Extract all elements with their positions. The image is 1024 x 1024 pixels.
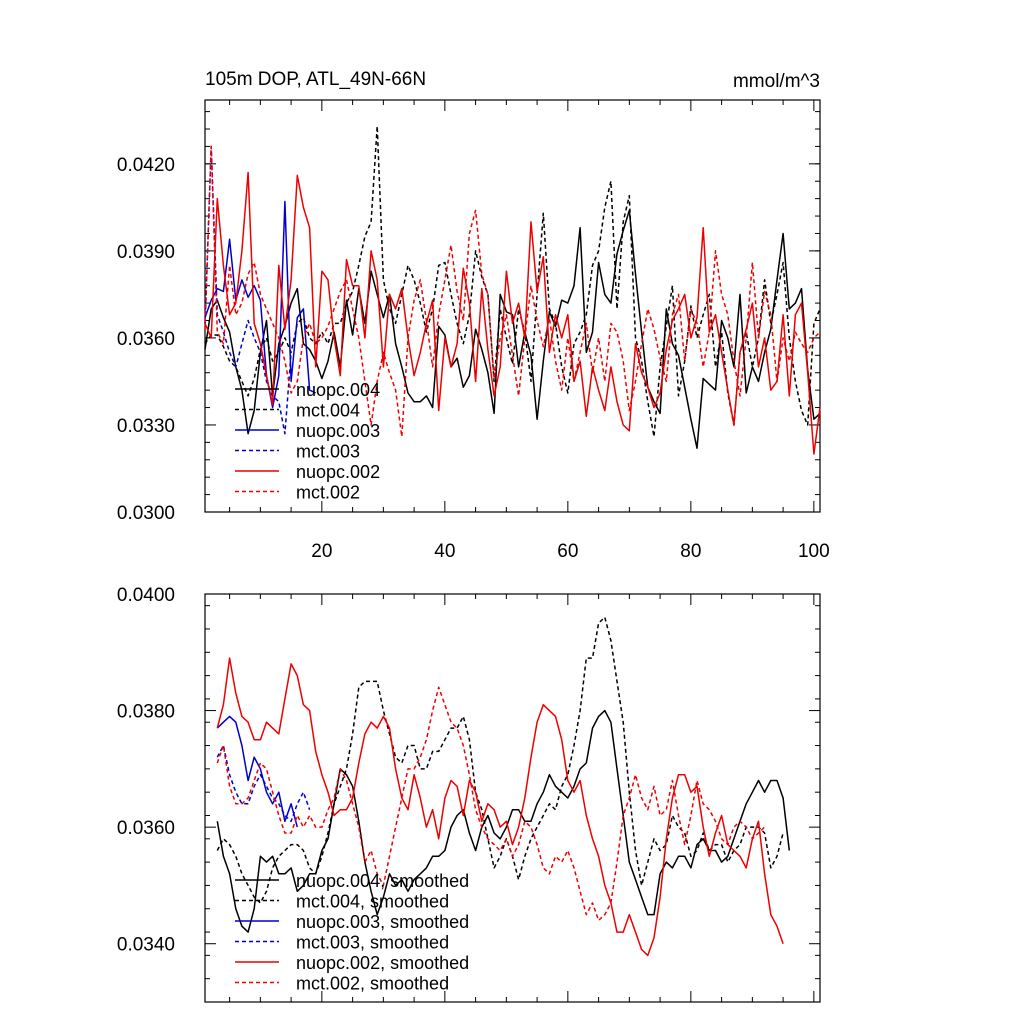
y-tick-label: 0.0390 [117,242,175,263]
legend-label: mct.004 [296,401,360,421]
legend-label: nuopc.003, smoothed [296,912,469,932]
y-tick-label: 0.0400 [117,585,175,606]
top-panel: 105m DOP, ATL_49N-66N mmol/m^3 20 40 60 80 1… [117,69,830,562]
y-tick-label: 0.0330 [117,416,175,437]
series-line-nuopc-003-smoothed [216,715,299,828]
x-tick-label: 60 [557,541,578,562]
series-line-mct-003-smoothed [216,744,311,823]
legend-label: nuopc.004 [296,380,380,400]
chart-title: 105m DOP, ATL_49N-66N [205,69,426,90]
legend-label: mct.002, smoothed [296,974,449,994]
legend-label: nuopc.004, smoothed [296,871,469,891]
x-tick-label: 40 [434,541,455,562]
x-tick-label: 20 [311,541,332,562]
y-tick-label: 0.0380 [117,702,175,723]
plot-frame [204,593,821,1003]
series-line-nuopc-004-smoothed [216,709,791,933]
y-tick-label: 0.0420 [117,155,175,176]
legend-label: nuopc.002 [296,462,380,482]
bottom-panel: 0.0340 0.0360 0.0380 0.0400 nuopc.004, smoot… [117,585,821,1003]
series-line-mct-002-smoothed [216,686,766,922]
units-label: mmol/m^3 [733,71,820,92]
y-tick-label: 0.0340 [117,935,175,956]
series-line-mct-004 [204,125,821,438]
y-tick-label: 0.0360 [117,329,175,350]
series-line-nuopc-002-smoothed [216,657,784,957]
legend-label: nuopc.003 [296,421,380,441]
x-tick-label: 100 [798,541,830,562]
series-line-mct-002 [204,145,821,438]
y-tick-label: 0.0360 [117,818,175,839]
legend-label: mct.003 [296,442,360,462]
legend-label: mct.003, smoothed [296,933,449,953]
series-line-nuopc-003 [204,200,317,409]
series-line-mct-004-smoothed [216,616,784,904]
legend-label: nuopc.002, smoothed [296,953,469,973]
y-tick-label: 0.0300 [117,503,175,524]
x-tick-label: 80 [680,541,701,562]
series-line-nuopc-002 [204,171,821,455]
series-line-mct-003 [204,145,292,435]
series-line-nuopc-004 [204,209,821,449]
legend-label: mct.004, smoothed [296,892,449,912]
legend-label: mct.002 [296,483,360,503]
